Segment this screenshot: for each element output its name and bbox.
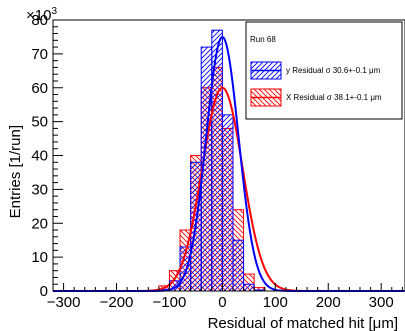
y-axis: 0 10 20 30 40 50 60 70 80 [31, 12, 63, 300]
y-tick-label: 0 [40, 283, 48, 300]
x-tick-label: 300 [369, 294, 394, 311]
x-tick-label: −300 [47, 294, 81, 311]
y-axis-title: Entries [1/run] [7, 125, 24, 218]
y-tick-label: 80 [31, 12, 48, 29]
x-tick-label: 100 [263, 294, 288, 311]
y-residual-bar [243, 283, 255, 292]
y-residual-bar [232, 239, 245, 292]
legend-label-y: y Residual σ 30.6+-0.1 μm [286, 66, 381, 75]
x-axis: −300 −200 −100 0 100 200 300 [47, 283, 403, 311]
y-tick-label: 50 [31, 114, 48, 131]
y-tick-label: 10 [31, 249, 48, 266]
legend-title: Run 68 [250, 35, 276, 44]
y-tick-label: 60 [31, 80, 48, 97]
y-tick-label: 70 [31, 46, 48, 63]
legend: Run 68 y Residual σ 30.6+-0.1 μm X Resid… [245, 21, 403, 120]
x-tick-label: −200 [100, 294, 134, 311]
y-tick-label: 30 [31, 181, 48, 198]
y-tick-label: 40 [31, 148, 48, 165]
y-residual-bar [221, 114, 234, 292]
y-tick-label: 20 [31, 215, 48, 232]
y-multiplier: ×103 [26, 6, 57, 24]
legend-label-x: X Residual σ 38.1+-0.1 μm [286, 93, 382, 102]
x-tick-label: 0 [218, 294, 226, 311]
x-axis-title: Residual of matched hit [μm] [208, 315, 398, 331]
x-tick-label: 200 [316, 294, 341, 311]
x-tick-label: −100 [153, 294, 187, 311]
